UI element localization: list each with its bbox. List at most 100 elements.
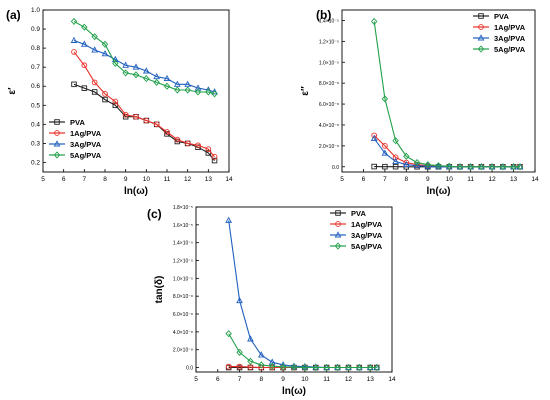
y-tick-label: 0.3 xyxy=(31,140,40,147)
data-point xyxy=(268,358,276,365)
data-point xyxy=(194,88,202,96)
data-point xyxy=(143,75,150,83)
data-point xyxy=(81,62,88,69)
legend-item: 3Ag/PVA xyxy=(330,231,383,240)
data-point xyxy=(269,362,276,370)
data-point xyxy=(236,363,243,370)
data-point xyxy=(225,363,232,370)
x-tick-label: 11 xyxy=(323,376,330,383)
data-point xyxy=(54,130,60,136)
chart-panel-b: (b) 5 6 7 8 9 10 11 12 13 14 0.0 2.0×10⁻⁸ 4.0×10⁻⁸ 6.0… xyxy=(300,8,539,197)
data-point xyxy=(335,210,341,216)
legend-item: PVA xyxy=(49,118,85,127)
data-point xyxy=(91,46,99,53)
data-point xyxy=(174,136,181,143)
data-point xyxy=(488,163,496,171)
data-point xyxy=(301,363,309,372)
x-tick-label: 12 xyxy=(488,176,496,183)
data-point xyxy=(370,17,378,26)
x-tick-label: 10 xyxy=(301,376,309,383)
data-point xyxy=(91,33,98,41)
data-point xyxy=(71,49,77,55)
data-point xyxy=(247,335,254,342)
data-point xyxy=(194,84,202,91)
y-tick-label: 1.4×10⁻⁵ xyxy=(319,18,339,24)
x-tick-label: 8 xyxy=(405,176,409,183)
y-tick-label: 0.6 xyxy=(31,83,40,90)
legend-item: 3Ag/PVA xyxy=(49,140,102,149)
data-point xyxy=(112,59,119,67)
legend-label: 1Ag/PVA xyxy=(494,23,526,32)
legend-item: 5Ag/PVA xyxy=(49,151,102,160)
legend-label: PVA xyxy=(70,118,85,127)
data-point xyxy=(54,119,60,125)
y-tick-label: 6.0×10⁻⁸ xyxy=(319,102,339,108)
legend-label: PVA xyxy=(351,209,366,218)
data-point xyxy=(122,69,129,77)
data-point xyxy=(211,90,218,98)
data-point xyxy=(392,157,399,164)
data-point xyxy=(334,242,342,250)
y-tick-label: 1.6×10⁻⁵ xyxy=(173,223,193,229)
y-tick-label: 0.7 xyxy=(31,64,40,71)
data-point xyxy=(205,150,212,156)
x-tick-label: 11 xyxy=(164,176,171,183)
panel-label: (b) xyxy=(316,8,331,22)
legend-item: PVA xyxy=(473,12,509,21)
data-point xyxy=(257,351,265,358)
data-point xyxy=(290,363,298,371)
legend: PVA 1Ag/PVA 3Ag/PVA 5Ag/PVA xyxy=(49,118,102,160)
legend-item: 1Ag/PVA xyxy=(330,220,383,229)
data-point xyxy=(153,121,160,128)
y-tick-label: 2.0×10⁻⁸ xyxy=(319,144,339,150)
data-point xyxy=(91,79,98,86)
series-3ag-pva xyxy=(70,36,218,95)
legend-item: 5Ag/PVA xyxy=(330,242,383,251)
data-point xyxy=(477,34,485,41)
y-axis-label: ε″ xyxy=(300,86,311,96)
series-line xyxy=(373,21,520,168)
data-point xyxy=(510,163,517,171)
data-point xyxy=(211,153,218,160)
data-point xyxy=(402,160,410,168)
data-point xyxy=(101,40,109,48)
y-axis-label: tan(δ) xyxy=(154,276,165,304)
legend-label: 3Ag/PVA xyxy=(494,34,526,43)
x-axis-label: ln(ω) xyxy=(427,186,451,197)
data-point xyxy=(142,67,150,74)
data-point xyxy=(132,71,140,79)
data-point xyxy=(478,13,484,19)
data-point xyxy=(477,45,485,53)
data-point xyxy=(478,24,484,30)
data-point xyxy=(392,154,399,161)
data-point xyxy=(173,80,181,87)
y-tick-label: 1.2×10⁻⁵ xyxy=(319,39,339,45)
data-point xyxy=(392,163,399,170)
data-point xyxy=(382,143,388,149)
data-point xyxy=(456,163,464,171)
x-tick-label: 14 xyxy=(225,176,233,183)
data-point xyxy=(392,137,399,145)
data-point xyxy=(184,80,192,87)
x-tick-label: 9 xyxy=(426,176,430,183)
x-tick-label: 10 xyxy=(446,176,454,183)
data-point xyxy=(102,96,108,103)
x-tick-label: 5 xyxy=(340,176,344,183)
data-point xyxy=(236,296,243,304)
data-point xyxy=(367,363,374,372)
series-5ag-pva xyxy=(370,17,524,171)
data-point xyxy=(225,216,233,223)
data-point xyxy=(70,36,78,43)
data-point xyxy=(153,78,160,86)
data-point xyxy=(71,81,77,88)
data-point xyxy=(356,363,363,372)
series-5ag-pva xyxy=(225,330,380,372)
x-tick-label: 7 xyxy=(383,176,387,183)
x-tick-label: 13 xyxy=(510,176,518,183)
data-point xyxy=(236,348,243,356)
x-tick-label: 13 xyxy=(367,376,375,383)
y-tick-label: 8.0×10⁻⁸ xyxy=(319,81,339,87)
legend-item: 5Ag/PVA xyxy=(473,45,526,54)
panel-label: (c) xyxy=(147,207,162,221)
